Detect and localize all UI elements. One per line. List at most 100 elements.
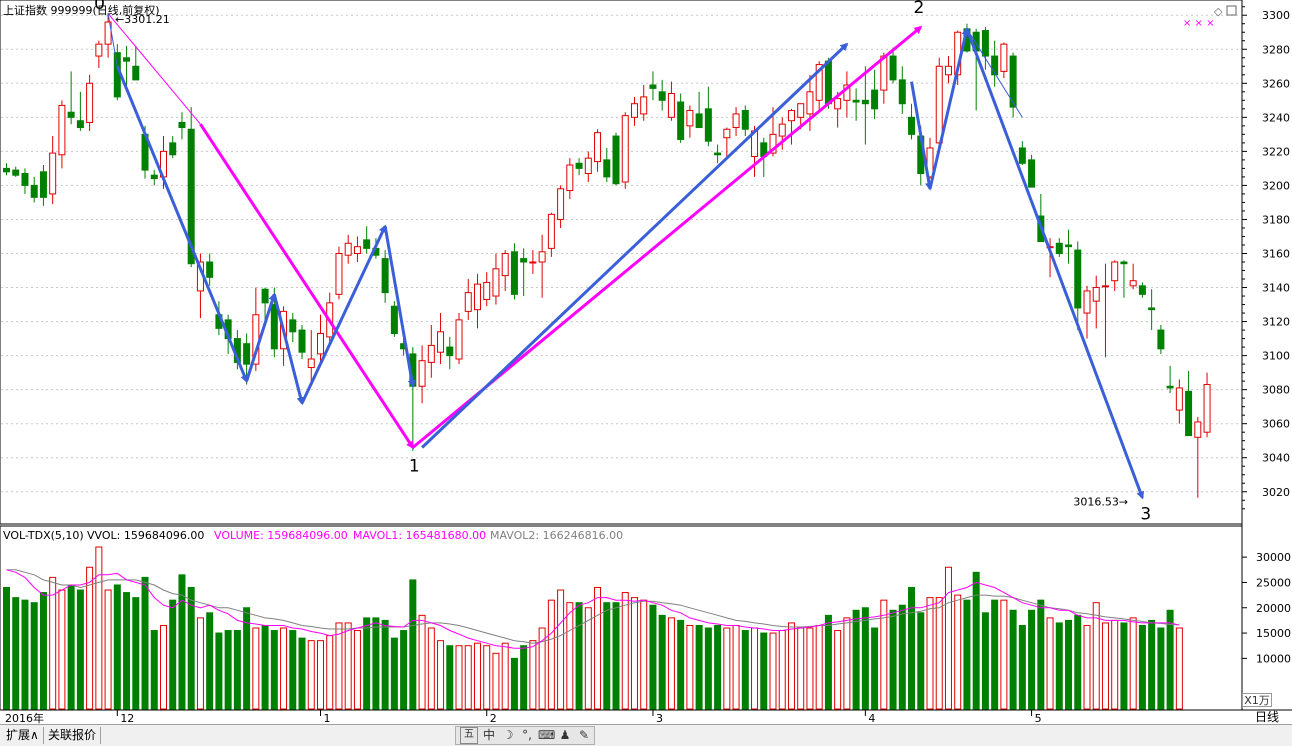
- candle-body: [1166, 385, 1174, 389]
- price-tick-label: 3300: [1262, 9, 1290, 22]
- volume-bar: [492, 652, 500, 710]
- volume-bar: [520, 645, 528, 710]
- candle-body: [1101, 285, 1109, 288]
- candle-body: [344, 242, 352, 256]
- candle-body: [861, 99, 869, 105]
- low-price-label: 3016.53→: [1073, 496, 1128, 509]
- wrench-icon[interactable]: ✎: [578, 728, 590, 742]
- candle-body: [150, 174, 158, 180]
- candle-body: [1120, 261, 1128, 265]
- volume-bar: [640, 599, 648, 710]
- candle-body: [21, 172, 29, 186]
- blue-guide-line: [966, 28, 1023, 118]
- volume-bar: [815, 624, 823, 710]
- volume-bar: [1065, 619, 1073, 710]
- candle-body: [464, 292, 472, 312]
- volume-bar: [483, 645, 491, 710]
- moon-icon[interactable]: ☽: [502, 728, 514, 742]
- candle-body: [741, 110, 749, 130]
- volume-bar: [529, 640, 537, 710]
- volume-bar: [390, 637, 398, 710]
- magenta-wave-segment: [199, 123, 415, 450]
- candle-body: [483, 281, 491, 300]
- candle-body: [704, 108, 712, 142]
- volume-bar: [76, 589, 84, 710]
- volume-bar: [261, 624, 269, 710]
- volume-bar: [547, 599, 555, 710]
- candle-body: [769, 133, 777, 154]
- candle-body: [49, 152, 57, 195]
- volume-bar: [86, 566, 94, 710]
- volume-bar: [714, 624, 722, 710]
- keyboard-icon[interactable]: ⌨: [538, 728, 556, 742]
- volume-bar: [215, 632, 223, 710]
- candle-body: [261, 288, 269, 304]
- candle-body: [824, 60, 832, 105]
- maximize-icon[interactable]: [1226, 5, 1237, 16]
- high-price-label: ←3301.21: [115, 13, 170, 26]
- volume-bar: [1175, 627, 1183, 710]
- date-tick-label: 1: [323, 712, 330, 725]
- wave-label: 2: [914, 0, 925, 18]
- candle-body: [723, 128, 731, 139]
- volume-bar: [400, 630, 408, 710]
- volume-bar: [113, 584, 121, 710]
- expand-tab[interactable]: 扩展∧: [2, 727, 44, 744]
- volume-bar: [824, 614, 832, 710]
- volume-bar: [3, 587, 10, 710]
- chinese-input-icon[interactable]: 中: [482, 728, 495, 742]
- volume-bar: [169, 599, 177, 710]
- candle-body: [584, 157, 592, 174]
- volume-bar: [1028, 609, 1036, 710]
- volume-bar: [935, 597, 943, 710]
- diamond-icon[interactable]: ◇: [1214, 5, 1223, 18]
- price-tick-label: 3140: [1262, 282, 1290, 295]
- window-controls: ◇ × × ×: [1183, 5, 1237, 29]
- volume-bar: [963, 599, 971, 710]
- candle-body: [307, 358, 315, 369]
- candle-body: [603, 159, 611, 178]
- candle-body: [316, 332, 324, 355]
- candle-body: [390, 305, 398, 334]
- candle-body: [3, 167, 10, 173]
- candle-body: [1129, 280, 1137, 287]
- volume-bar: [852, 609, 860, 710]
- candle-body: [67, 111, 75, 118]
- volume-bar: [280, 627, 288, 710]
- volume-bar: [908, 587, 916, 710]
- candle-body: [501, 252, 509, 277]
- mavol2-value: MAVOL2: 166246816.00: [490, 529, 623, 542]
- blue-wave-segment: [928, 26, 970, 190]
- related-quote-tab[interactable]: 关联报价: [44, 727, 102, 744]
- volume-bar: [67, 584, 75, 710]
- volume-bar: [196, 617, 204, 710]
- period-label[interactable]: 日线: [1254, 710, 1279, 724]
- candle-body: [538, 251, 546, 263]
- user-icon[interactable]: ♟: [559, 728, 571, 742]
- candle-body: [787, 110, 795, 122]
- candle-body: [381, 258, 389, 294]
- candle-body: [1055, 242, 1063, 254]
- candle-body: [510, 251, 518, 295]
- volume-bar: [409, 579, 417, 710]
- vvol-value: VVOL: 159684096.00: [87, 529, 204, 542]
- candle-body: [30, 184, 38, 198]
- candle-body: [169, 142, 177, 156]
- dots-icon[interactable]: × × ×: [1183, 18, 1215, 29]
- punctuation-icon[interactable]: °,: [522, 728, 532, 742]
- candle-body: [95, 43, 103, 57]
- candle-body: [677, 101, 685, 140]
- five-icon[interactable]: 五: [460, 727, 478, 744]
- wave-label: 1: [409, 457, 420, 477]
- candle-body: [243, 343, 251, 365]
- date-tick-label: 5: [1035, 712, 1042, 725]
- volume-bar: [981, 612, 989, 710]
- volume-bar: [270, 630, 278, 710]
- volume-bar: [760, 632, 768, 710]
- price-tick-label: 3180: [1262, 213, 1290, 226]
- candle-body: [1185, 390, 1193, 437]
- volume-bar: [473, 642, 481, 710]
- volume-bar: [1009, 609, 1017, 710]
- volume-bar: [58, 589, 66, 710]
